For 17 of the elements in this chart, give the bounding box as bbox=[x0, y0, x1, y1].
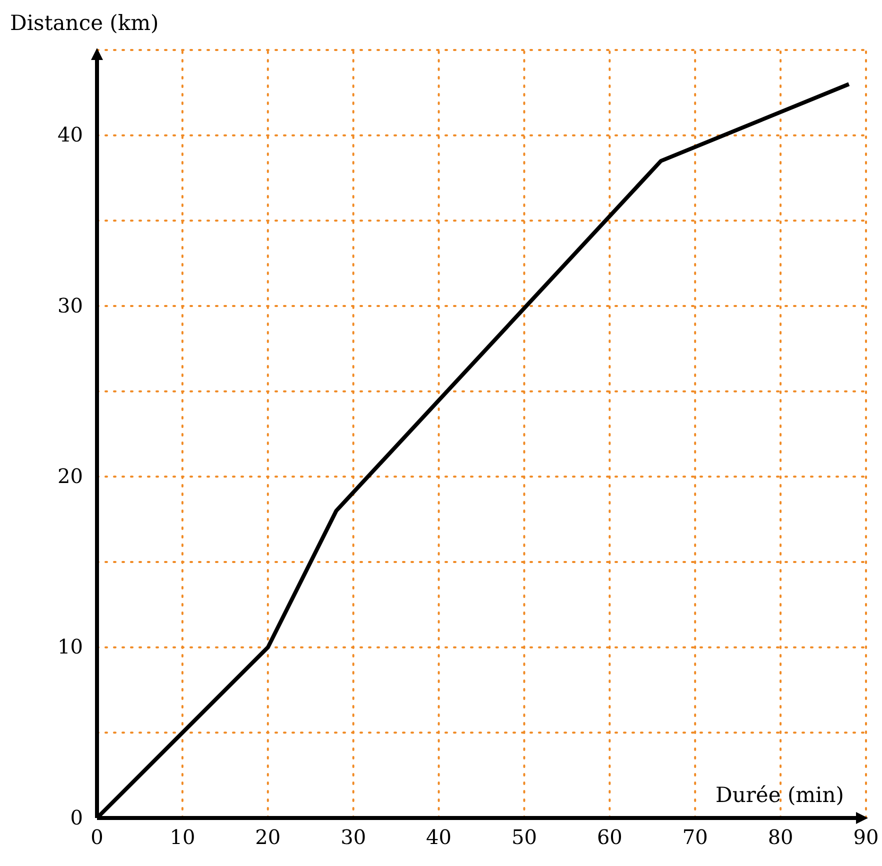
x-axis-title: Durée (min) bbox=[716, 783, 844, 807]
y-tick-label: 0 bbox=[70, 805, 83, 830]
y-tick-label: 20 bbox=[58, 464, 83, 488]
x-tick-label: 0 bbox=[90, 825, 104, 850]
x-tick-label: 60 bbox=[596, 825, 622, 850]
y-axis-title: Distance (km) bbox=[10, 11, 159, 35]
x-tick-label: 30 bbox=[340, 825, 366, 850]
y-tick-label: 10 bbox=[58, 634, 83, 659]
x-tick-label: 90 bbox=[853, 825, 879, 850]
y-tick-label: 40 bbox=[58, 122, 83, 147]
y-tick-label: 30 bbox=[58, 293, 83, 318]
x-tick-label: 70 bbox=[682, 825, 708, 850]
x-tick-label: 20 bbox=[255, 825, 281, 850]
x-tick-label: 80 bbox=[768, 825, 794, 850]
x-tick-label: 50 bbox=[511, 825, 537, 850]
x-tick-label: 10 bbox=[170, 825, 196, 850]
x-tick-label: 40 bbox=[426, 825, 452, 850]
